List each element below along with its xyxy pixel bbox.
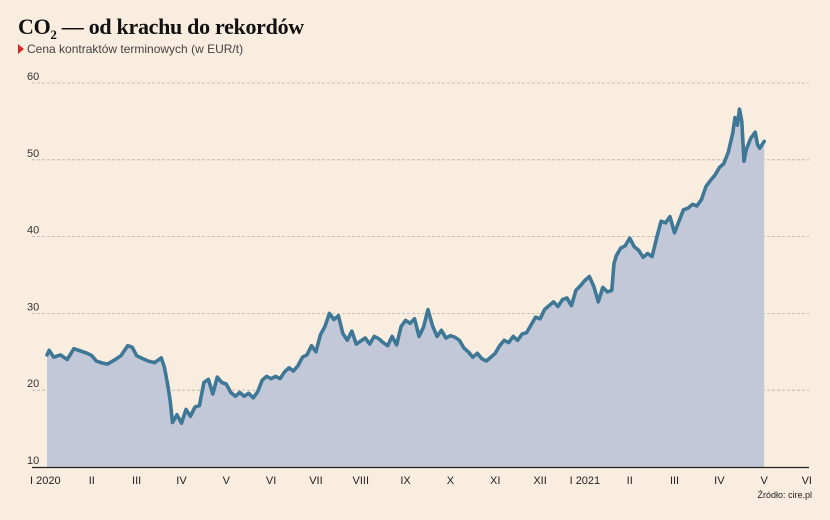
x-tick-label: XII [533,475,546,487]
x-tick-label: I 2021 [570,475,601,487]
x-tick-label: II [89,475,95,487]
y-tick-label: 50 [27,148,39,160]
y-tick-label: 40 [27,225,39,237]
x-tick-label: V [761,475,769,487]
x-tick-label: III [132,475,141,487]
x-axis-ticks: I 2020 II III IV V VI VII VIII IX X XI XII I 2021 II I… [30,475,812,487]
x-tick-label: II [627,475,633,487]
x-tick-label: I 2020 [30,475,61,487]
x-tick-label: X [447,475,455,487]
chart-title: CO2 — od krachu do rekordów [18,14,304,42]
x-tick-label: IV [176,475,187,487]
y-tick-label: 20 [27,378,39,390]
price-line [45,107,766,425]
y-tick-label: 30 [27,301,39,313]
price-area [47,109,765,467]
x-tick-label: VIII [353,475,370,487]
x-tick-label: VI [266,475,276,487]
x-tick-label: IV [714,475,725,487]
y-axis-ticks: 10 20 30 40 50 60 [27,71,39,467]
x-tick-label: VI [802,475,812,487]
y-tick-label: 60 [27,71,39,83]
x-tick-label: XI [490,475,500,487]
x-tick-label: V [223,475,231,487]
price-area-fill [47,109,765,467]
x-tick-label: III [670,475,679,487]
y-tick-label: 10 [27,455,39,467]
source-note: Źródło: cire.pl [757,490,812,500]
red-triangle-icon [18,44,24,54]
price-series-line [45,107,766,425]
x-tick-label: VII [309,475,322,487]
chart-subtitle: Cena kontraktów terminowych (w EUR/t) [18,42,243,56]
x-tick-label: IX [400,475,411,487]
